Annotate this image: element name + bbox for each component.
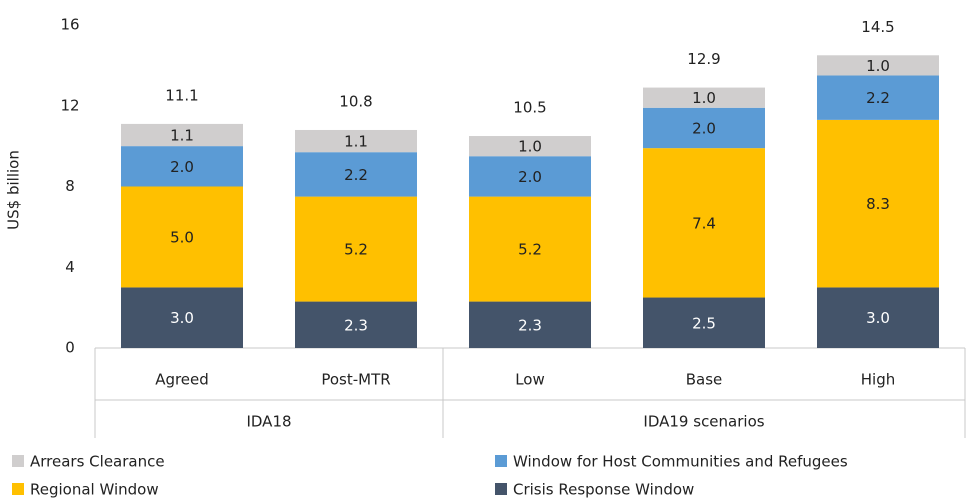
bar-segment: [295, 152, 417, 197]
legend-label: Arrears Clearance: [30, 453, 165, 471]
legend-swatch: [495, 455, 507, 467]
data-label: 7.4: [692, 214, 716, 232]
bar-segment: [295, 129, 417, 153]
data-label: 1.0: [692, 89, 716, 107]
y-tick-label: 0: [65, 339, 75, 357]
bar-segment: [295, 301, 417, 348]
y-axis-label: US$ billion: [5, 150, 23, 230]
data-label: 2.3: [344, 316, 368, 334]
data-label: 3.0: [866, 309, 890, 327]
bar-segment: [817, 287, 939, 348]
total-label: 10.8: [339, 92, 372, 110]
data-label: 8.3: [866, 195, 890, 213]
bar-segment: [469, 301, 591, 348]
data-label: 3.0: [170, 309, 194, 327]
x-tick-label: Agreed: [155, 371, 209, 389]
bar-segment: [469, 136, 591, 157]
total-label: 14.5: [861, 18, 894, 36]
x-tick-label: Low: [515, 371, 545, 389]
y-tick-label: 8: [65, 177, 75, 195]
x-tick-label: Base: [686, 371, 723, 389]
data-label: 1.0: [866, 57, 890, 75]
bar-segment: [469, 156, 591, 197]
bar-segment: [121, 186, 243, 288]
data-label: 1.1: [170, 127, 194, 145]
bar-segment: [643, 87, 765, 108]
legend-swatch: [12, 483, 24, 495]
data-label: 2.0: [170, 158, 194, 176]
data-label: 2.5: [692, 314, 716, 332]
bar-segment: [295, 196, 417, 302]
bar-segment: [121, 123, 243, 147]
data-label: 1.0: [518, 138, 542, 156]
total-label: 12.9: [687, 50, 720, 68]
data-label: 1.1: [344, 133, 368, 151]
data-label: 2.2: [344, 166, 368, 184]
bar-segment: [121, 287, 243, 348]
data-label: 5.2: [344, 241, 368, 259]
data-label: 2.0: [518, 168, 542, 186]
x-tick-label: High: [861, 371, 895, 389]
bar-segment: [643, 297, 765, 348]
data-label: 5.2: [518, 241, 542, 259]
total-label: 10.5: [513, 99, 546, 117]
y-tick-label: 4: [65, 258, 75, 276]
bar-segment: [817, 75, 939, 120]
total-label: 11.1: [165, 86, 198, 104]
legend-label: Window for Host Communities and Refugees: [513, 453, 848, 471]
group-label: IDA19 scenarios: [643, 413, 764, 431]
bar-segment: [469, 196, 591, 302]
group-label: IDA18: [246, 413, 291, 431]
legend-label: Regional Window: [30, 481, 159, 499]
legend-swatch: [495, 483, 507, 495]
legend-swatch: [12, 455, 24, 467]
data-label: 2.2: [866, 89, 890, 107]
bar-segment: [643, 107, 765, 149]
y-tick-label: 12: [60, 96, 79, 114]
y-tick-label: 16: [60, 16, 79, 34]
bar-segment: [643, 148, 765, 298]
x-tick-label: Post-MTR: [321, 371, 390, 389]
bar-segment: [817, 55, 939, 76]
bar-segment: [121, 146, 243, 187]
legend-label: Crisis Response Window: [513, 481, 694, 499]
data-label: 2.3: [518, 316, 542, 334]
bar-segment: [817, 119, 939, 288]
data-label: 2.0: [692, 119, 716, 137]
data-label: 5.0: [170, 228, 194, 246]
